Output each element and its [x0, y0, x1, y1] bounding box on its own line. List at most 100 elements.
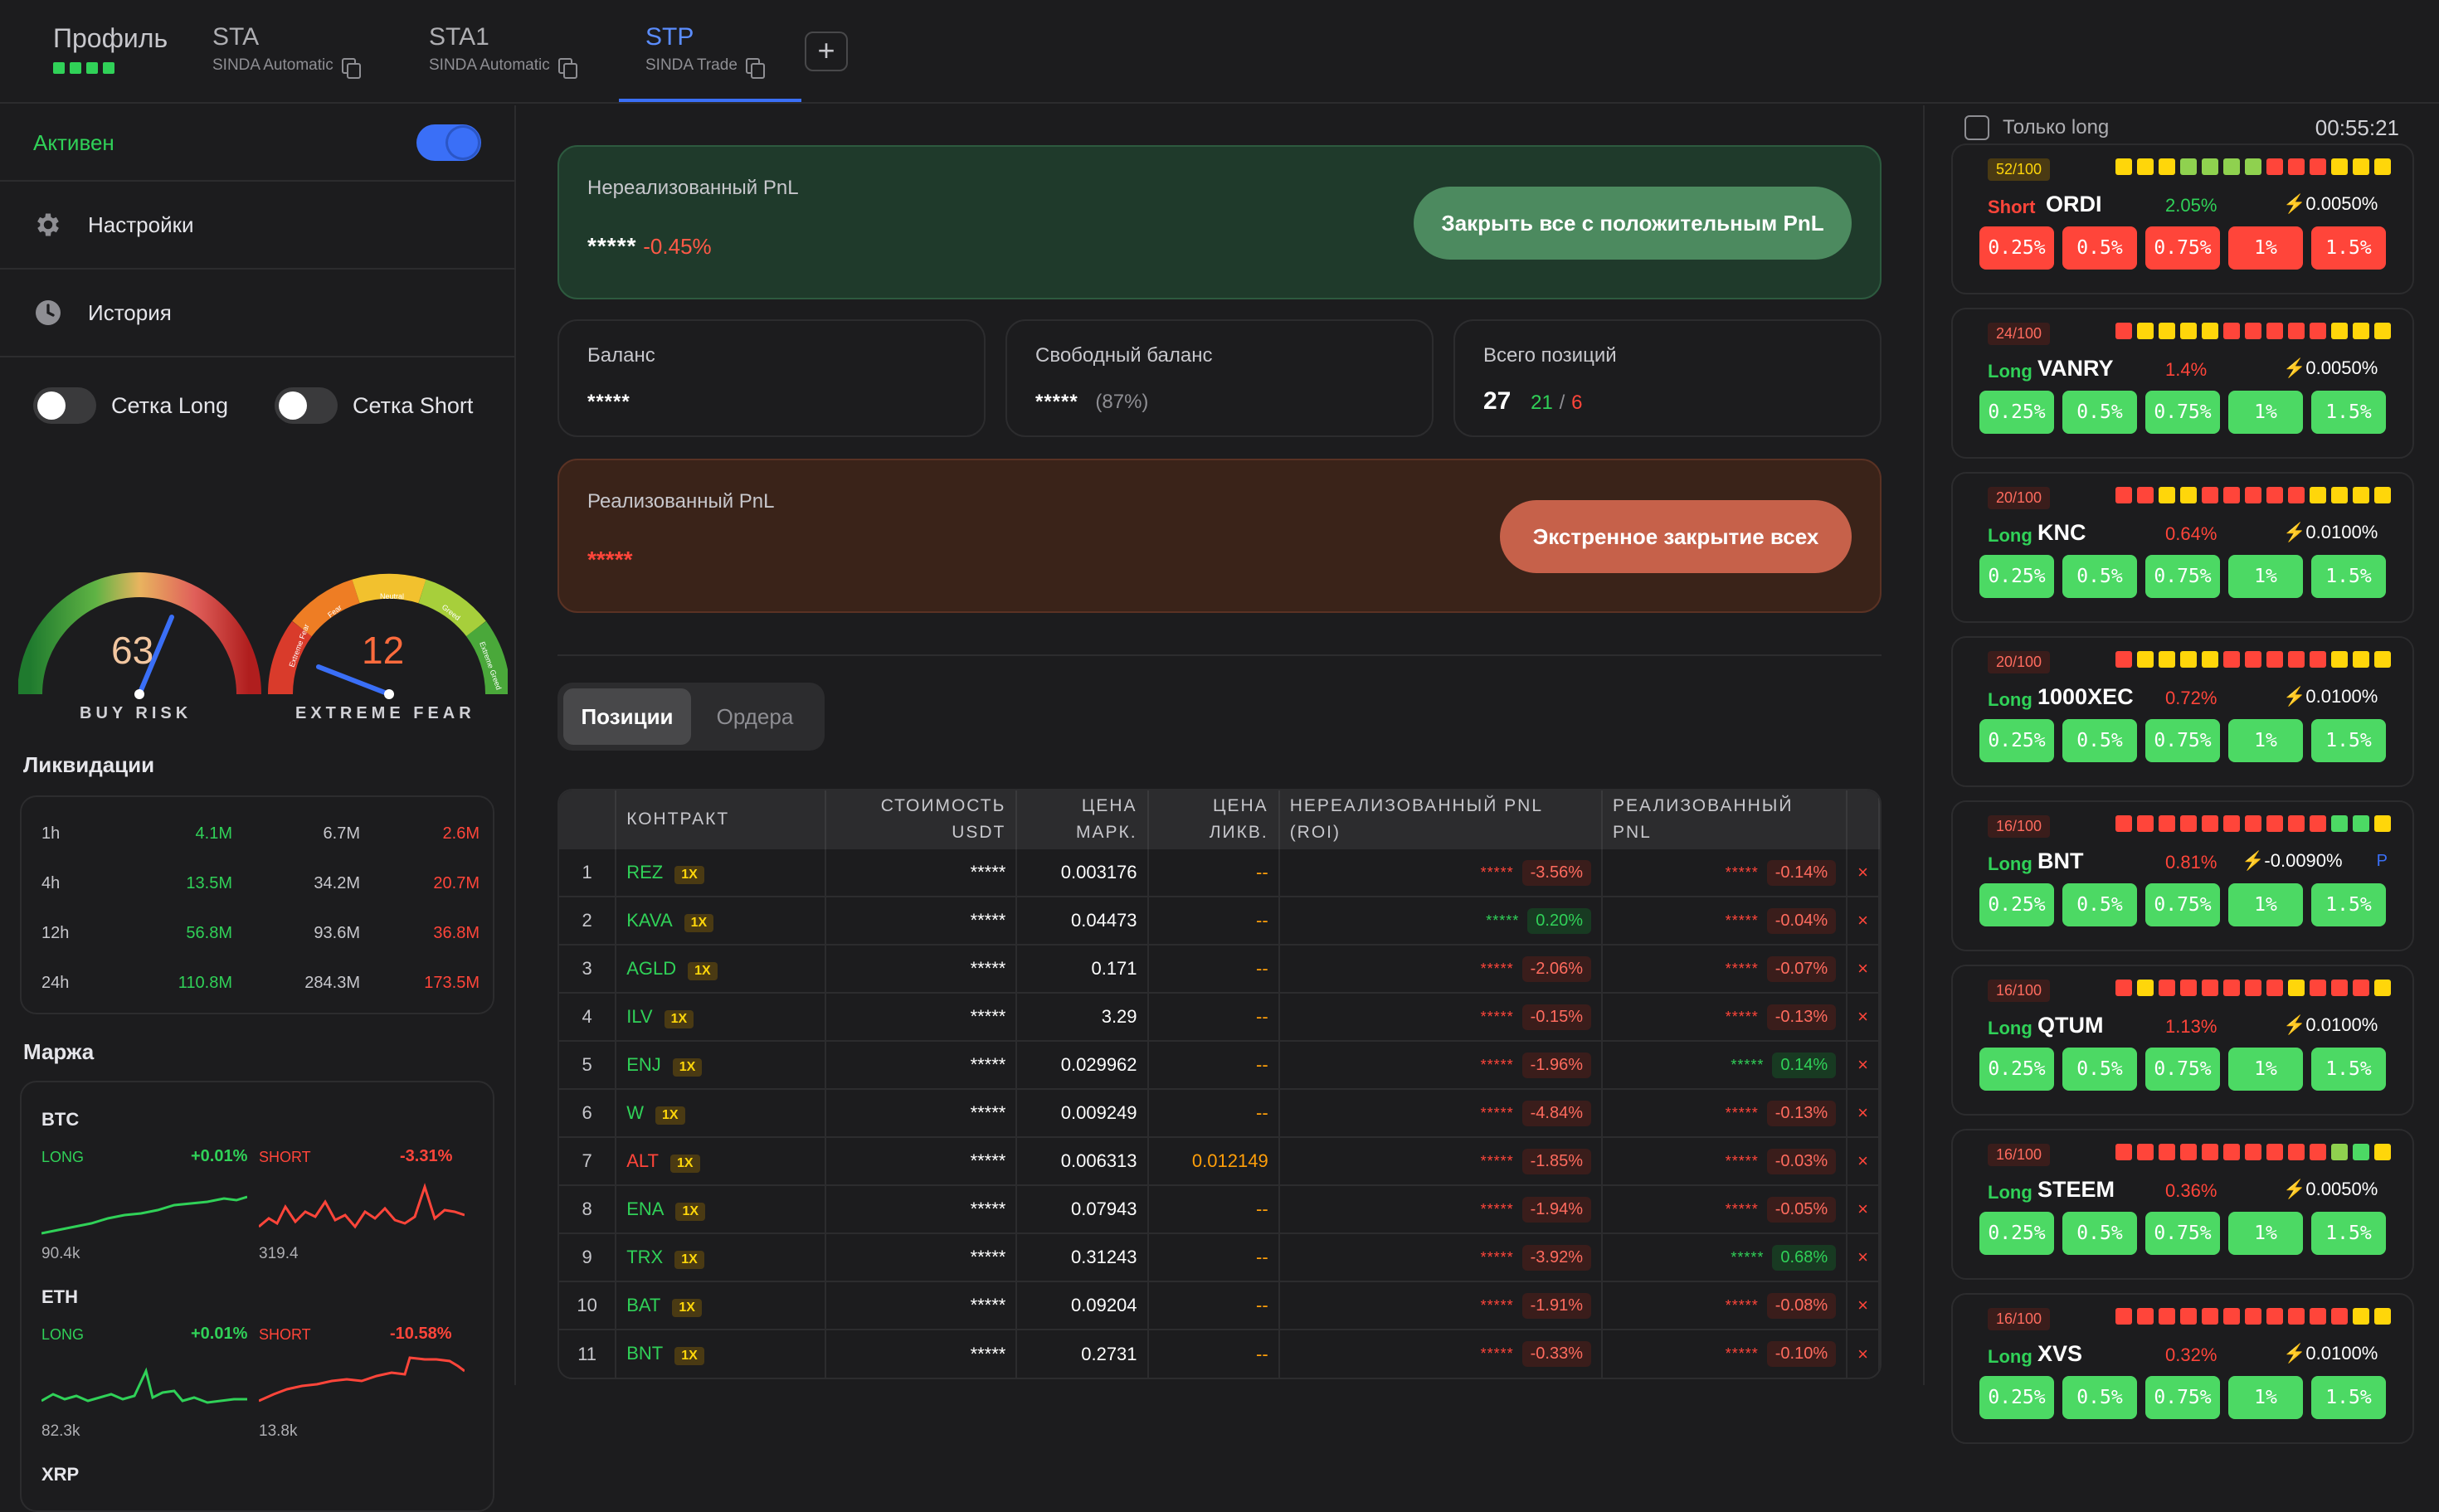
copy-icon[interactable]	[745, 57, 765, 79]
level-button[interactable]: 0.5%	[2062, 1212, 2137, 1255]
level-button[interactable]: 0.25%	[1979, 1212, 2054, 1255]
close-position-button[interactable]: ×	[1847, 896, 1880, 945]
copy-icon[interactable]	[557, 57, 577, 79]
contract-cell[interactable]: REZ 1X	[616, 848, 826, 897]
tab-sta1[interactable]: STA1 SINDA Automatic	[429, 23, 577, 79]
close-positive-button[interactable]: Закрыть все с положительным PnL	[1414, 187, 1852, 260]
level-button[interactable]: 0.25%	[1979, 226, 2054, 270]
only-long-filter[interactable]: Только long	[1964, 115, 2109, 140]
emergency-close-button[interactable]: Экстренное закрытие всех	[1500, 500, 1852, 573]
sidebar-item-history[interactable]: История	[0, 270, 514, 357]
level-button[interactable]: 1.5%	[2311, 1048, 2386, 1091]
table-row[interactable]: 3 AGLD 1X ***** 0.171 -- ***** -2.06% ***** -0.07…	[559, 944, 1880, 993]
signal-card[interactable]: 16/100 Long XVS 0.32% ⚡0.0100% 0.25% 0.5% 0.75%…	[1951, 1293, 2414, 1444]
contract-cell[interactable]: ENA 1X	[616, 1184, 826, 1233]
level-button[interactable]: 0.5%	[2062, 719, 2137, 762]
contract-cell[interactable]: BNT 1X	[616, 1329, 826, 1378]
contract-cell[interactable]: KAVA 1X	[616, 896, 826, 945]
only-long-checkbox[interactable]	[1964, 115, 1989, 140]
grid-long-toggle[interactable]	[33, 387, 96, 424]
level-button[interactable]: 1%	[2228, 1376, 2303, 1419]
close-position-button[interactable]: ×	[1847, 1329, 1880, 1378]
table-row[interactable]: 11 BNT 1X ***** 0.2731 -- ***** -0.33% ***** -0.1…	[559, 1329, 1880, 1378]
level-button[interactable]: 1.5%	[2311, 1212, 2386, 1255]
table-row[interactable]: 1 REZ 1X ***** 0.003176 -- ***** -3.56% ***** -0.…	[559, 848, 1880, 897]
contract-cell[interactable]: ALT 1X	[616, 1136, 826, 1185]
signal-card[interactable]: 20/100 Long KNC 0.64% ⚡0.0100% 0.25% 0.5% 0.75%…	[1951, 472, 2414, 623]
signal-card[interactable]: 16/100 Long BNT 0.81% ⚡-0.0090% P 0.25% 0.5% 0.7…	[1951, 800, 2414, 951]
close-position-button[interactable]: ×	[1847, 944, 1880, 993]
level-button[interactable]: 0.25%	[1979, 883, 2054, 926]
level-button[interactable]: 0.5%	[2062, 555, 2137, 598]
close-position-button[interactable]: ×	[1847, 1232, 1880, 1281]
table-row[interactable]: 4 ILV 1X ***** 3.29 -- ***** -0.15% ***** -0.13% ×	[559, 992, 1880, 1041]
close-position-button[interactable]: ×	[1847, 1040, 1880, 1089]
col-contract[interactable]: КОНТРАКТ	[616, 790, 826, 848]
level-button[interactable]: 1%	[2228, 1212, 2303, 1255]
col-mark-price[interactable]: ЦЕНА МАРК.	[1016, 790, 1149, 848]
table-row[interactable]: 7 ALT 1X ***** 0.006313 0.012149 ***** -1.85% **…	[559, 1136, 1880, 1185]
col-value[interactable]: СТОИМОСТЬ USDT	[825, 790, 1018, 848]
level-button[interactable]: 1.5%	[2311, 226, 2386, 270]
tab-orders[interactable]: Ордера	[716, 703, 794, 729]
level-button[interactable]: 0.75%	[2145, 226, 2220, 270]
close-position-button[interactable]: ×	[1847, 1184, 1880, 1233]
level-button[interactable]: 1.5%	[2311, 391, 2386, 434]
close-position-button[interactable]: ×	[1847, 1136, 1880, 1185]
level-button[interactable]: 0.75%	[2145, 719, 2220, 762]
table-row[interactable]: 8 ENA 1X ***** 0.07943 -- ***** -1.94% ***** -0.0…	[559, 1184, 1880, 1233]
level-button[interactable]: 0.75%	[2145, 1376, 2220, 1419]
signal-card[interactable]: 16/100 Long QTUM 1.13% ⚡0.0100% 0.25% 0.5% 0.75…	[1951, 965, 2414, 1116]
grid-short-toggle[interactable]	[274, 387, 338, 424]
level-button[interactable]: 1.5%	[2311, 1376, 2386, 1419]
add-tab-button[interactable]: +	[805, 32, 848, 71]
contract-cell[interactable]: BAT 1X	[616, 1281, 826, 1330]
level-button[interactable]: 1.5%	[2311, 719, 2386, 762]
level-button[interactable]: 1%	[2228, 1048, 2303, 1091]
level-button[interactable]: 0.75%	[2145, 883, 2220, 926]
table-row[interactable]: 5 ENJ 1X ***** 0.029962 -- ***** -1.96% ***** 0.1…	[559, 1040, 1880, 1089]
level-button[interactable]: 0.5%	[2062, 883, 2137, 926]
tab-positions[interactable]: Позиции	[563, 688, 691, 745]
level-button[interactable]: 0.25%	[1979, 1048, 2054, 1091]
level-button[interactable]: 0.25%	[1979, 719, 2054, 762]
close-position-button[interactable]: ×	[1847, 1088, 1880, 1137]
signal-card[interactable]: 16/100 Long STEEM 0.36% ⚡0.0050% 0.25% 0.5% 0.7…	[1951, 1129, 2414, 1280]
contract-cell[interactable]: AGLD 1X	[616, 944, 826, 993]
level-button[interactable]: 1%	[2228, 555, 2303, 598]
level-button[interactable]: 1%	[2228, 391, 2303, 434]
level-button[interactable]: 0.5%	[2062, 226, 2137, 270]
table-row[interactable]: 9 TRX 1X ***** 0.31243 -- ***** -3.92% ***** 0.68…	[559, 1232, 1880, 1281]
level-button[interactable]: 0.5%	[2062, 1376, 2137, 1419]
level-button[interactable]: 0.5%	[2062, 391, 2137, 434]
copy-icon[interactable]	[341, 57, 361, 79]
signal-card[interactable]: 52/100 Short ORDI 2.05% ⚡0.0050% 0.25% 0.5% 0.7…	[1951, 143, 2414, 294]
table-row[interactable]: 6 W 1X ***** 0.009249 -- ***** -4.84% ***** -0.13…	[559, 1088, 1880, 1137]
col-liq-price[interactable]: ЦЕНА ЛИКВ.	[1147, 790, 1280, 848]
close-position-button[interactable]: ×	[1847, 1281, 1880, 1330]
level-button[interactable]: 0.75%	[2145, 1048, 2220, 1091]
level-button[interactable]: 0.5%	[2062, 1048, 2137, 1091]
table-row[interactable]: 10 BAT 1X ***** 0.09204 -- ***** -1.91% ***** -0.…	[559, 1281, 1880, 1330]
sidebar-item-settings[interactable]: Настройки	[0, 182, 514, 270]
signal-card[interactable]: 24/100 Long VANRY 1.4% ⚡0.0050% 0.25% 0.5% 0.75…	[1951, 308, 2414, 459]
level-button[interactable]: 0.25%	[1979, 391, 2054, 434]
contract-cell[interactable]: TRX 1X	[616, 1232, 826, 1281]
level-button[interactable]: 1.5%	[2311, 555, 2386, 598]
level-button[interactable]: 1.5%	[2311, 883, 2386, 926]
level-button[interactable]: 0.75%	[2145, 555, 2220, 598]
tab-sta[interactable]: STA SINDA Automatic	[212, 23, 361, 79]
signal-card[interactable]: 20/100 Long 1000XEC 0.72% ⚡0.0100% 0.25% 0.5% 0…	[1951, 636, 2414, 787]
close-position-button[interactable]: ×	[1847, 992, 1880, 1041]
level-button[interactable]: 0.25%	[1979, 555, 2054, 598]
active-toggle[interactable]	[416, 124, 481, 161]
col-unrealized-pnl[interactable]: НЕРЕАЛИЗОВАННЫЙ PNL (ROI)	[1278, 790, 1604, 848]
level-button[interactable]: 0.75%	[2145, 391, 2220, 434]
level-button[interactable]: 0.25%	[1979, 1376, 2054, 1419]
contract-cell[interactable]: ILV 1X	[616, 992, 826, 1041]
table-row[interactable]: 2 KAVA 1X ***** 0.04473 -- ***** 0.20% ***** -0.0…	[559, 896, 1880, 945]
level-button[interactable]: 1%	[2228, 883, 2303, 926]
col-realized-pnl[interactable]: РЕАЛИЗОВАННЫЙ PNL	[1602, 790, 1848, 848]
contract-cell[interactable]: W 1X	[616, 1088, 826, 1137]
tab-profile[interactable]: Профиль	[53, 23, 168, 74]
